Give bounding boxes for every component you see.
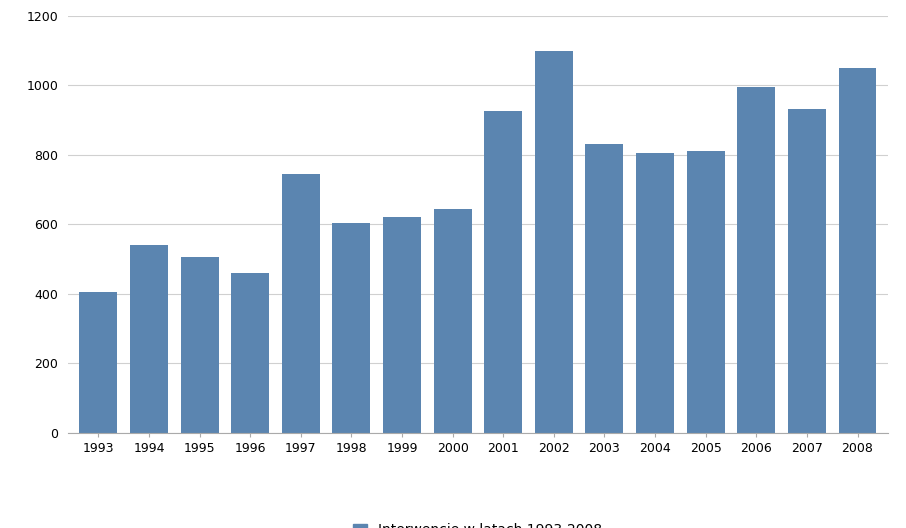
Bar	[282, 174, 320, 433]
Bar	[687, 150, 725, 433]
Bar	[130, 245, 168, 433]
Bar	[535, 51, 573, 433]
Bar	[636, 153, 674, 433]
Bar	[484, 111, 522, 433]
Bar	[180, 258, 218, 433]
Bar	[839, 68, 876, 433]
Bar	[383, 218, 421, 433]
Bar	[80, 292, 117, 433]
Bar	[333, 223, 371, 433]
Bar	[585, 144, 623, 433]
Bar	[788, 109, 826, 433]
Bar	[737, 87, 776, 433]
Legend: Interwencje w latach 1993-2008: Interwencje w latach 1993-2008	[348, 517, 608, 528]
Bar	[434, 209, 472, 433]
Bar	[231, 273, 269, 433]
